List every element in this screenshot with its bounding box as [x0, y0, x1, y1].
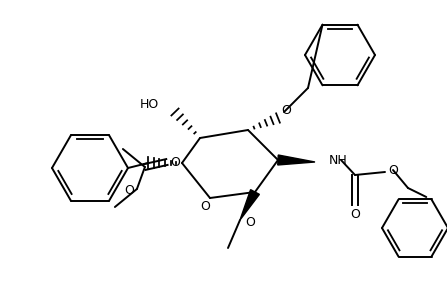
Text: O: O	[388, 164, 398, 177]
Text: O: O	[245, 216, 255, 229]
Text: O: O	[170, 155, 180, 168]
Text: O: O	[350, 208, 360, 221]
Polygon shape	[240, 190, 259, 220]
Text: NH: NH	[329, 153, 348, 166]
Polygon shape	[278, 155, 315, 165]
Text: O: O	[200, 199, 210, 212]
Text: O: O	[281, 103, 291, 116]
Text: HO: HO	[140, 97, 159, 110]
Text: O: O	[124, 184, 134, 197]
